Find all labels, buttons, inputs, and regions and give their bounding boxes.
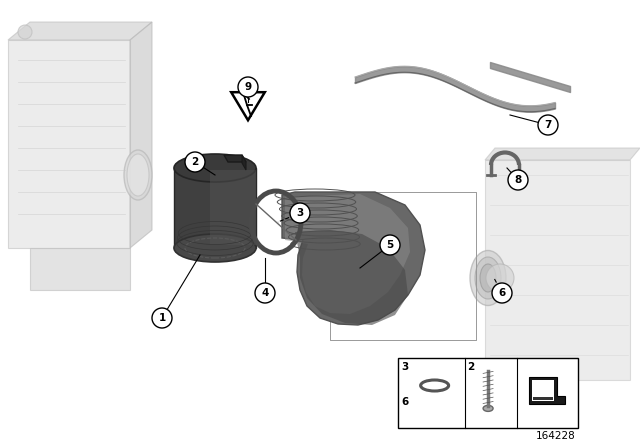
Text: 9: 9: [244, 82, 252, 92]
Text: 3: 3: [296, 208, 303, 218]
Bar: [533, 396, 554, 400]
Text: 6: 6: [499, 288, 506, 298]
Polygon shape: [485, 160, 630, 380]
Ellipse shape: [475, 257, 501, 299]
Ellipse shape: [483, 405, 493, 411]
Bar: [398, 358, 578, 428]
Polygon shape: [8, 40, 130, 248]
Ellipse shape: [127, 154, 149, 196]
Circle shape: [380, 235, 400, 255]
Text: 4: 4: [261, 288, 269, 298]
Polygon shape: [210, 170, 256, 245]
Text: 2: 2: [468, 362, 475, 372]
Polygon shape: [174, 168, 256, 248]
Ellipse shape: [124, 150, 152, 200]
Circle shape: [538, 115, 558, 135]
Circle shape: [508, 170, 528, 190]
Polygon shape: [529, 377, 565, 404]
Circle shape: [492, 283, 512, 303]
Circle shape: [18, 25, 32, 39]
Ellipse shape: [174, 154, 256, 182]
Text: 1: 1: [158, 313, 166, 323]
Polygon shape: [285, 194, 410, 314]
Text: 3: 3: [401, 362, 408, 372]
Text: 8: 8: [515, 175, 522, 185]
Polygon shape: [224, 155, 246, 162]
Ellipse shape: [470, 250, 506, 306]
Circle shape: [152, 308, 172, 328]
Circle shape: [290, 203, 310, 223]
Text: 164228: 164228: [536, 431, 576, 441]
Polygon shape: [295, 230, 408, 325]
Text: 7: 7: [544, 120, 552, 130]
Circle shape: [238, 77, 258, 97]
Circle shape: [185, 152, 205, 172]
Polygon shape: [30, 248, 130, 290]
Ellipse shape: [480, 264, 496, 292]
Text: 5: 5: [387, 240, 394, 250]
Bar: [532, 380, 554, 401]
Text: 6: 6: [401, 396, 408, 406]
Ellipse shape: [174, 234, 256, 262]
Circle shape: [486, 264, 514, 292]
Polygon shape: [282, 192, 425, 325]
Circle shape: [255, 283, 275, 303]
Text: 2: 2: [191, 157, 198, 167]
Polygon shape: [130, 22, 152, 248]
Polygon shape: [242, 155, 246, 170]
Polygon shape: [8, 22, 152, 40]
Polygon shape: [485, 148, 640, 160]
